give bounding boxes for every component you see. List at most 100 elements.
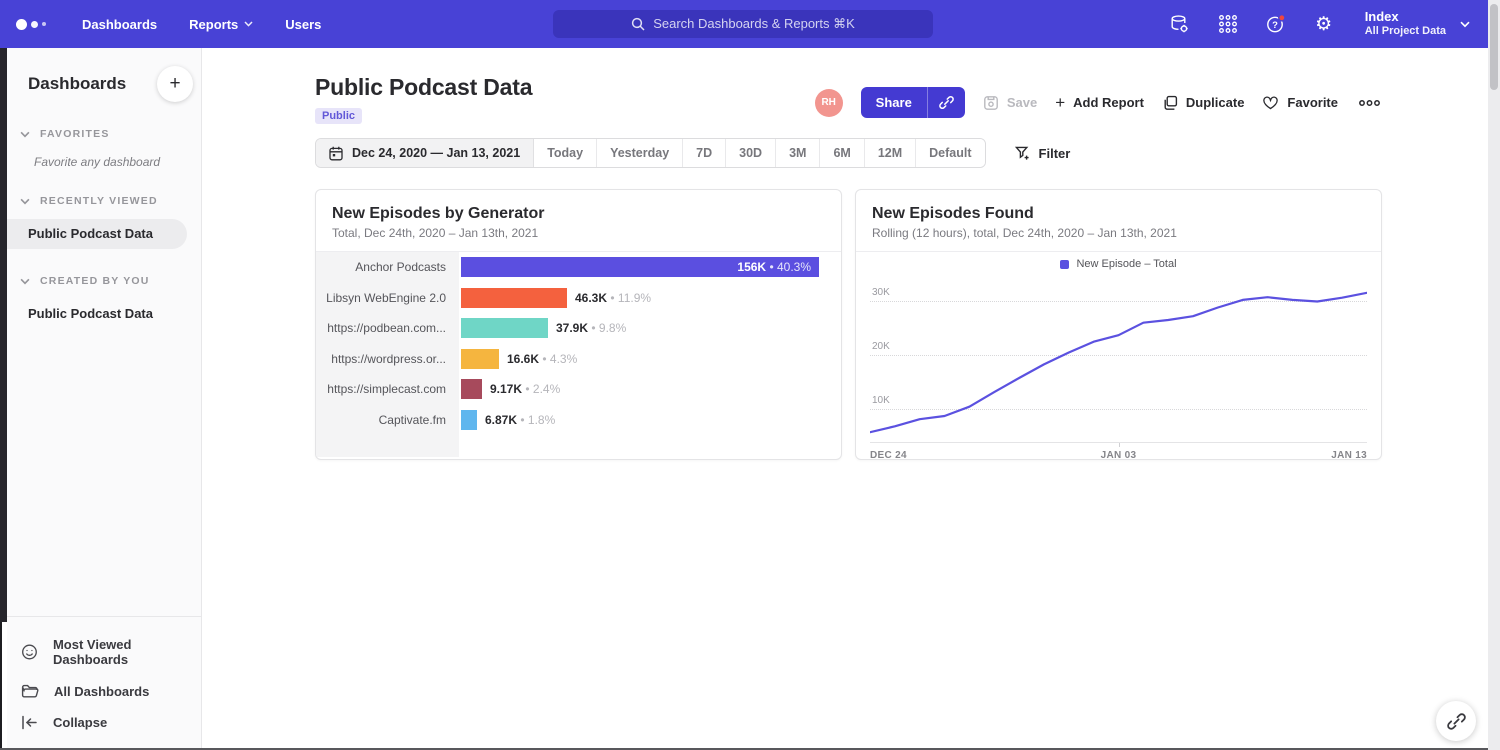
sidebar-footer-most-viewed-dashboards[interactable]: Most Viewed Dashboards [7,629,201,675]
more-options-button[interactable] [1356,97,1383,109]
filter-button[interactable]: Filter [1015,146,1071,161]
bar-row: 9.17K • 2.4% [461,374,841,405]
bar-category-labels: Anchor PodcastsLibsyn WebEngine 2.0 https… [316,252,461,457]
data-sources-icon[interactable] [1169,13,1191,35]
chevron-down-icon [1460,21,1470,28]
sidebar-footer-all-dashboards[interactable]: All Dashboards [7,675,201,707]
main-area: Public Podcast Data Public RH Share [202,48,1488,748]
avatar[interactable]: RH [815,89,843,117]
bar-value: 16.6K • 4.3% [507,352,577,366]
line-series [870,282,1367,442]
bar-segment[interactable] [461,410,477,430]
sidebar-section-1: RECENTLY VIEWED Public Podcast Data [7,195,201,249]
bar-label: https://simplecast.com [316,374,459,405]
bar-chart-subtitle: Total, Dec 24th, 2020 – Jan 13th, 2021 [332,226,825,240]
bar-value: 6.87K • 1.8% [485,413,555,427]
section-header[interactable]: CREATED BY YOU [7,275,201,287]
heart-icon [1262,95,1279,111]
link-icon [939,95,954,110]
preset-7d[interactable]: 7D [683,139,726,167]
page-scrollbar[interactable] [1488,0,1500,750]
bar-label: Anchor Podcasts [316,252,459,283]
bar-segment[interactable]: 156K • 40.3% [461,257,819,277]
section-header[interactable]: FAVORITES [7,128,201,140]
new-dashboard-button[interactable]: + [157,66,193,102]
preset-12m[interactable]: 12M [865,139,916,167]
duplicate-button[interactable]: Duplicate [1162,95,1245,111]
bar-chart-card[interactable]: New Episodes by Generator Total, Dec 24t… [315,189,842,460]
sidebar-title: Dashboards [28,74,126,94]
top-nav-links: Dashboards Reports Users [82,17,321,32]
project-switcher[interactable]: Index All Project Data [1365,9,1470,39]
duplicate-icon [1162,95,1178,111]
line-chart-title: New Episodes Found [872,205,1365,223]
settings-gear-icon[interactable]: ⚙ [1313,13,1335,35]
apps-grid-icon[interactable] [1217,13,1239,35]
chevron-down-icon [20,198,30,205]
x-axis: DEC 24JAN 03JAN 13 [870,442,1367,460]
favorite-button[interactable]: Favorite [1262,95,1338,111]
bar-value: 37.9K • 9.8% [556,321,626,335]
section-header[interactable]: RECENTLY VIEWED [7,195,201,207]
link-icon [1447,712,1466,731]
top-nav: Dashboards Reports Users Search Dashboards… [0,0,1488,48]
sidebar-section-2: CREATED BY YOU Public Podcast Data [7,275,201,329]
legend-swatch [1060,260,1069,269]
filter-funnel-icon [1015,146,1030,161]
chart-legend: New Episode – Total [856,252,1381,276]
bar-label: Libsyn WebEngine 2.0 [316,283,459,314]
line-chart-subtitle: Rolling (12 hours), total, Dec 24th, 202… [872,226,1365,240]
sidebar-item-public-podcast-data[interactable]: Public Podcast Data [7,299,187,329]
preset-30d[interactable]: 30D [726,139,776,167]
bar-segment[interactable] [461,349,499,369]
line-chart-card[interactable]: New Episodes Found Rolling (12 hours), t… [855,189,1382,460]
preset-3m[interactable]: 3M [776,139,820,167]
date-range-picker[interactable]: Dec 24, 2020 — Jan 13, 2021 [316,139,534,167]
bar-segment[interactable] [461,288,567,308]
preset-today[interactable]: Today [534,139,597,167]
bar-chart-title: New Episodes by Generator [332,205,825,223]
bar-segment[interactable] [461,379,482,399]
smiley-icon [21,643,38,661]
nav-item-reports[interactable]: Reports [189,17,253,32]
x-tick-label: JAN 13 [1331,450,1367,460]
preset-default[interactable]: Default [916,139,984,167]
global-search-input[interactable]: Search Dashboards & Reports ⌘K [553,10,933,38]
background-window-edge-lower [0,622,2,750]
sidebar-item-public-podcast-data[interactable]: Public Podcast Data [7,219,187,249]
bar-row: 37.9K • 9.8% [461,313,841,344]
share-link-button[interactable] [927,87,965,118]
sidebar-footer-collapse[interactable]: Collapse [7,707,201,738]
app-logo-icon[interactable] [16,19,56,30]
bar-row: 156K • 40.3% [461,252,841,283]
search-icon [631,17,645,31]
add-report-button[interactable]: + Add Report [1055,94,1144,111]
bar-value: 46.3K • 11.9% [575,291,651,305]
scrollbar-thumb[interactable] [1490,4,1498,90]
save-button[interactable]: Save [983,95,1037,111]
bar-value: 9.17K • 2.4% [490,382,560,396]
sidebar: Dashboards + FAVORITESFavorite any dashb… [7,48,202,748]
preset-yesterday[interactable]: Yesterday [597,139,683,167]
collapse-icon [21,715,38,730]
copy-link-fab[interactable] [1436,701,1476,741]
date-range-control: Dec 24, 2020 — Jan 13, 2021 TodayYesterd… [315,138,986,168]
more-dots-icon [1358,99,1381,107]
share-split-button: Share [861,87,965,118]
legend-label: New Episode – Total [1076,258,1176,270]
nav-item-dashboards[interactable]: Dashboards [82,17,157,32]
x-tick-label: DEC 24 [870,450,907,460]
bar-segment[interactable] [461,318,548,338]
page-title: Public Podcast Data [315,74,532,101]
project-scope: All Project Data [1365,25,1446,39]
search-placeholder: Search Dashboards & Reports ⌘K [653,16,855,32]
bar-rows: 156K • 40.3% 46.3K • 11.9% 37.9K • 9.8% 16.… [461,252,841,457]
share-button[interactable]: Share [861,87,927,118]
help-icon[interactable]: ? [1265,13,1287,35]
save-icon [983,95,999,111]
sidebar-footer: Most Viewed DashboardsAll DashboardsColl… [7,616,201,748]
nav-item-users[interactable]: Users [285,17,321,32]
notification-dot [1278,15,1284,21]
chevron-down-icon [20,278,30,285]
preset-6m[interactable]: 6M [820,139,864,167]
